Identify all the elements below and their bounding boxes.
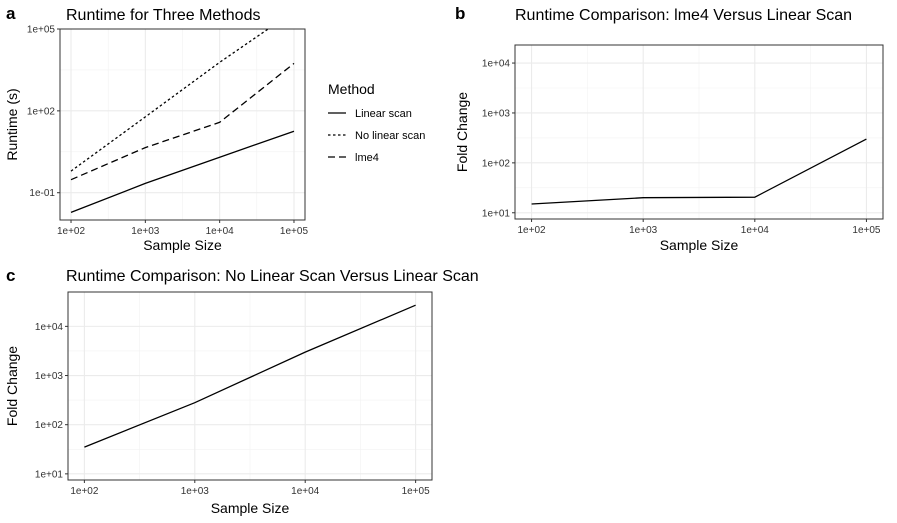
- panel-a-letter: a: [6, 4, 16, 23]
- panel-c-y-axis-title: Fold Change: [4, 346, 20, 426]
- panel-b-y-tick-label: 1e+03: [482, 108, 511, 119]
- panel-a-legend-label-linear-scan: Linear scan: [355, 108, 412, 120]
- panel-a-y-tick-label: 1e-01: [29, 188, 55, 199]
- panel-c-x-tick-label: 1e+04: [291, 486, 320, 497]
- panel-c-x-tick-label: 1e+03: [181, 486, 210, 497]
- panel-a-border: [59, 28, 306, 221]
- panel-c-y-tick-label: 1e+01: [35, 469, 64, 480]
- panel-b-x-axis-title: Sample Size: [660, 237, 739, 253]
- panel-a-y-tick-label: 1e+02: [27, 106, 56, 117]
- panel-a-x-tick-label: 1e+03: [131, 226, 160, 237]
- panel-a-line-no-linear-scan: [70, 29, 270, 172]
- panel-a-y-axis-title: Runtime (s): [4, 88, 20, 160]
- panel-b-y-tick-label: 1e+01: [482, 208, 511, 219]
- panel-c-y-tick-label: 1e+04: [35, 322, 64, 333]
- panel-a-x-tick-label: 1e+02: [57, 226, 86, 237]
- panel-b-x-tick-label: 1e+03: [629, 225, 658, 236]
- panel-a-y-tick-label: 1e+05: [27, 25, 56, 36]
- panel-a-x-tick-label: 1e+04: [206, 226, 235, 237]
- panel-a-legend-label-lme4: lme4: [355, 152, 379, 164]
- panel-b-line-series-1: [531, 138, 867, 205]
- panel-b-y-axis-title: Fold Change: [454, 92, 470, 172]
- panel-c-letter: c: [6, 266, 15, 285]
- panel-c-x-axis-title: Sample Size: [211, 500, 290, 516]
- panel-b-title: Runtime Comparison: lme4 Versus Linear S…: [515, 7, 852, 24]
- panel-a-legend-label-no-linear-scan: No linear scan: [355, 130, 425, 142]
- panel-c-y-tick-label: 1e+02: [35, 420, 64, 431]
- panel-a-x-tick-label: 1e+05: [280, 226, 309, 237]
- panel-b-x-tick-label: 1e+04: [741, 225, 770, 236]
- panel-b-y-tick-label: 1e+02: [482, 158, 511, 169]
- panel-c-x-tick-label: 1e+02: [70, 486, 99, 497]
- panel-a-x-axis-title: Sample Size: [143, 237, 222, 253]
- panel-a-legend-title: Method: [328, 81, 375, 97]
- panel-c-y-tick-label: 1e+03: [35, 371, 64, 382]
- panel-b-x-tick-label: 1e+02: [518, 225, 547, 236]
- panel-c-title: Runtime Comparison: No Linear Scan Versu…: [66, 268, 479, 285]
- panel-b-border: [514, 44, 884, 220]
- panel-b-letter: b: [455, 4, 465, 23]
- panel-a-line-linear-scan: [70, 130, 295, 214]
- panel-b-y-tick-label: 1e+04: [482, 59, 511, 70]
- panel-c-x-tick-label: 1e+05: [402, 486, 431, 497]
- panel-c-line-series-1: [84, 304, 416, 448]
- panel-c-border: [67, 291, 433, 481]
- panel-a-title: Runtime for Three Methods: [66, 7, 260, 24]
- panel-b-x-tick-label: 1e+05: [852, 225, 881, 236]
